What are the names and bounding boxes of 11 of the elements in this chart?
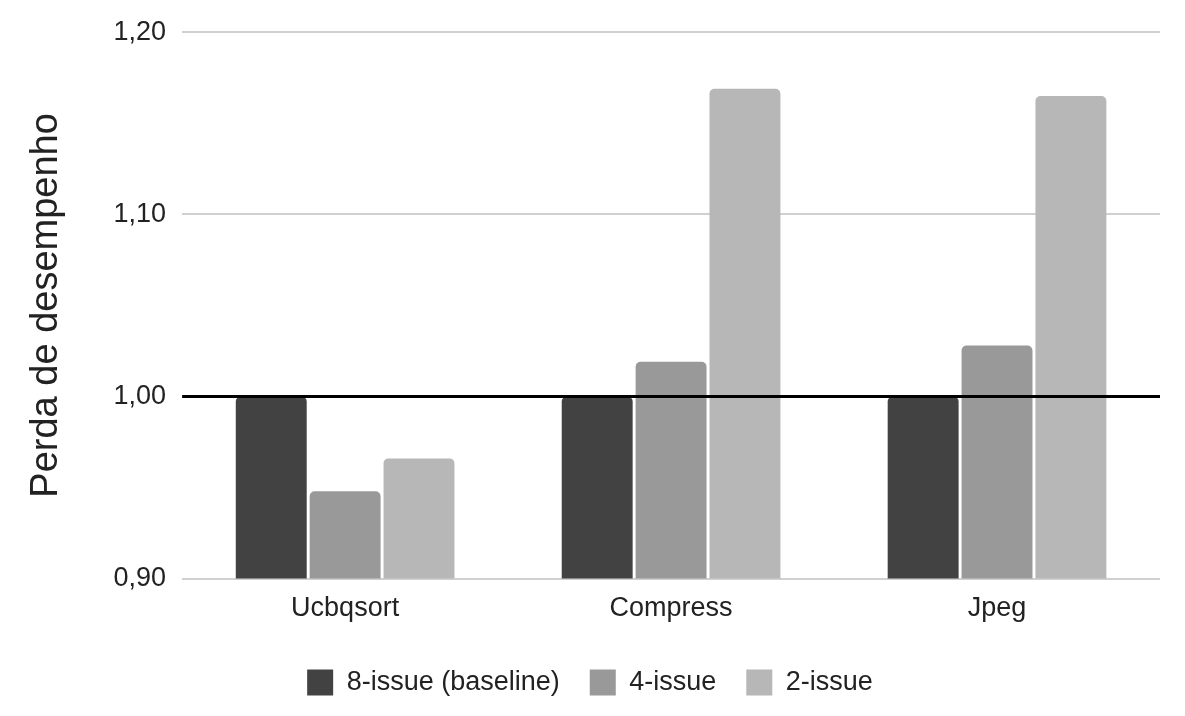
x-tick-label: Jpeg <box>967 592 1027 623</box>
legend-label: 4-issue <box>629 665 717 696</box>
y-axis-title: Perda de desempenho <box>23 113 66 498</box>
y-tick-label: 1,00 <box>113 379 167 410</box>
y-tick-label: 0,90 <box>113 562 167 593</box>
x-tick-label: Compress <box>609 592 733 623</box>
x-tick-label: Ucbqsort <box>291 592 400 623</box>
legend-label: 2-issue <box>785 665 873 696</box>
y-tick-label: 1,10 <box>113 197 167 228</box>
legend-label: 8-issue (baseline) <box>346 665 560 696</box>
y-tick-label: 1,20 <box>113 15 167 46</box>
